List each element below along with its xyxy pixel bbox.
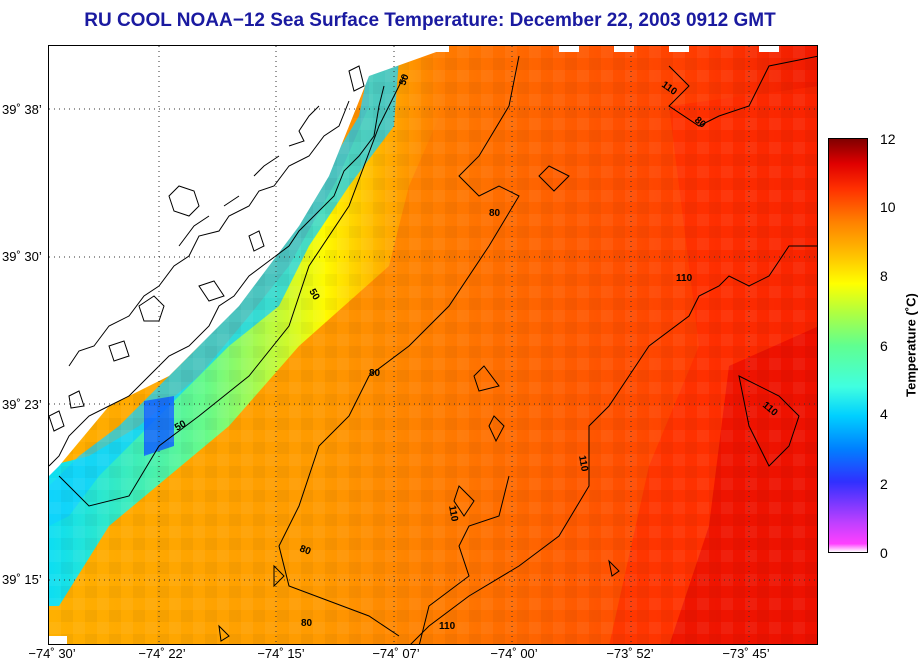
temperature-colorbar: [828, 138, 868, 553]
lon-label: −74˚ 22’: [138, 646, 186, 661]
map-title: RU COOL NOAA−12 Sea Surface Temperature:…: [84, 10, 776, 31]
lon-label: −74˚ 15’: [257, 646, 305, 661]
coastline: [49, 65, 385, 467]
colorbar-tick: 6: [880, 338, 888, 354]
contour-label: 80: [301, 618, 313, 629]
contour-label: 50: [306, 287, 321, 303]
lat-label: 39˚ 23’: [2, 397, 42, 412]
colorbar-tick: 4: [880, 406, 888, 422]
lat-label: 39˚ 30’: [2, 249, 42, 264]
colorbar-tick: 0: [880, 545, 888, 561]
contour-label: 80: [369, 368, 381, 379]
lat-label: 39˚ 15’: [2, 572, 42, 587]
lon-label: −74˚ 07’: [372, 646, 420, 661]
lon-label: −73˚ 52’: [606, 646, 654, 661]
colorbar-tick: 12: [880, 131, 896, 147]
land: [49, 46, 439, 476]
no-data-cells: [49, 46, 779, 644]
colorbar-tick: 10: [880, 199, 896, 215]
colorbar-label: Temperature (˚C): [903, 293, 919, 397]
contour-label: 50: [173, 418, 189, 433]
colorbar-tick: 8: [880, 268, 888, 284]
contour-label: 110: [676, 273, 693, 284]
contour-label: 50: [397, 72, 411, 87]
contour-label: 110: [439, 621, 456, 632]
graticule: [49, 46, 817, 644]
lat-label: 39˚ 38’: [2, 102, 42, 117]
contours: [58, 55, 817, 644]
contour-label: 110: [446, 505, 460, 523]
lon-label: −74˚ 00’: [490, 646, 538, 661]
contour-label: 80: [489, 208, 501, 219]
contour-label: 110: [576, 455, 590, 473]
sst-map-svg: 50 50 50 80 80 80 80 110 110 110 110 110…: [49, 46, 817, 644]
lon-label: −74˚ 30’: [28, 646, 76, 661]
sst-map: 50 50 50 80 80 80 80 110 110 110 110 110…: [48, 45, 818, 645]
contour-label: 80: [298, 543, 313, 557]
lon-label: −73˚ 45’: [722, 646, 770, 661]
colorbar-tick: 2: [880, 476, 888, 492]
